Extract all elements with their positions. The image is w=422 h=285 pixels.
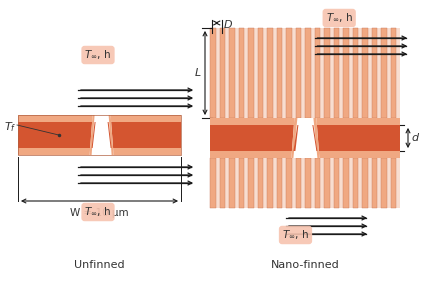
Bar [248,28,254,118]
Text: W = 10 μm: W = 10 μm [70,208,129,218]
Bar [219,158,225,208]
Bar [286,28,292,118]
Bar [276,158,282,208]
Bar [324,28,330,118]
Polygon shape [314,118,319,158]
Bar [210,28,216,118]
Bar [229,28,235,118]
Bar [210,125,400,151]
Bar [238,158,244,208]
Bar [219,28,225,118]
Bar [295,158,301,208]
Bar [210,28,400,208]
Bar [343,158,349,208]
Bar [229,158,235,208]
Bar [276,28,282,118]
Polygon shape [312,125,317,151]
Polygon shape [292,118,319,158]
Polygon shape [292,118,298,158]
Bar [18,115,181,155]
Bar [305,158,311,208]
Text: $T_{\infty}$, h: $T_{\infty}$, h [84,49,111,61]
Bar [381,158,387,208]
Bar [257,158,263,208]
Bar [343,28,349,118]
Bar [18,122,181,148]
Bar [257,28,263,118]
Polygon shape [89,115,95,155]
Text: D: D [224,20,232,30]
Bar [352,158,358,208]
Text: d: d [411,133,418,143]
Bar [333,28,339,118]
Bar [390,28,396,118]
Bar [371,158,377,208]
Text: Unfinned: Unfinned [74,260,125,270]
Bar [324,158,330,208]
Bar [210,158,216,208]
Bar [305,28,311,118]
Polygon shape [92,122,96,148]
Polygon shape [89,115,114,155]
Bar [333,158,339,208]
Text: $T_{\infty}$, h: $T_{\infty}$, h [282,229,309,241]
Text: $T_{\infty}$, h: $T_{\infty}$, h [326,12,353,24]
Bar [248,158,254,208]
Bar [314,28,320,118]
Bar [286,158,292,208]
Bar [352,28,358,118]
Bar [371,28,377,118]
Bar [295,28,301,118]
Text: $T_{\infty}$, h: $T_{\infty}$, h [84,206,111,218]
Bar [267,158,273,208]
Bar [381,28,387,118]
Bar [267,28,273,118]
Bar [210,118,400,158]
Polygon shape [108,115,114,155]
Bar [18,115,181,155]
Bar [238,28,244,118]
Text: $T_f$: $T_f$ [3,120,16,134]
Bar [314,158,320,208]
Bar [362,28,368,118]
Text: Nano-finned: Nano-finned [271,260,339,270]
Bar [390,158,396,208]
Polygon shape [108,122,111,148]
Bar [362,158,368,208]
Polygon shape [293,125,298,151]
Text: L: L [195,68,201,78]
